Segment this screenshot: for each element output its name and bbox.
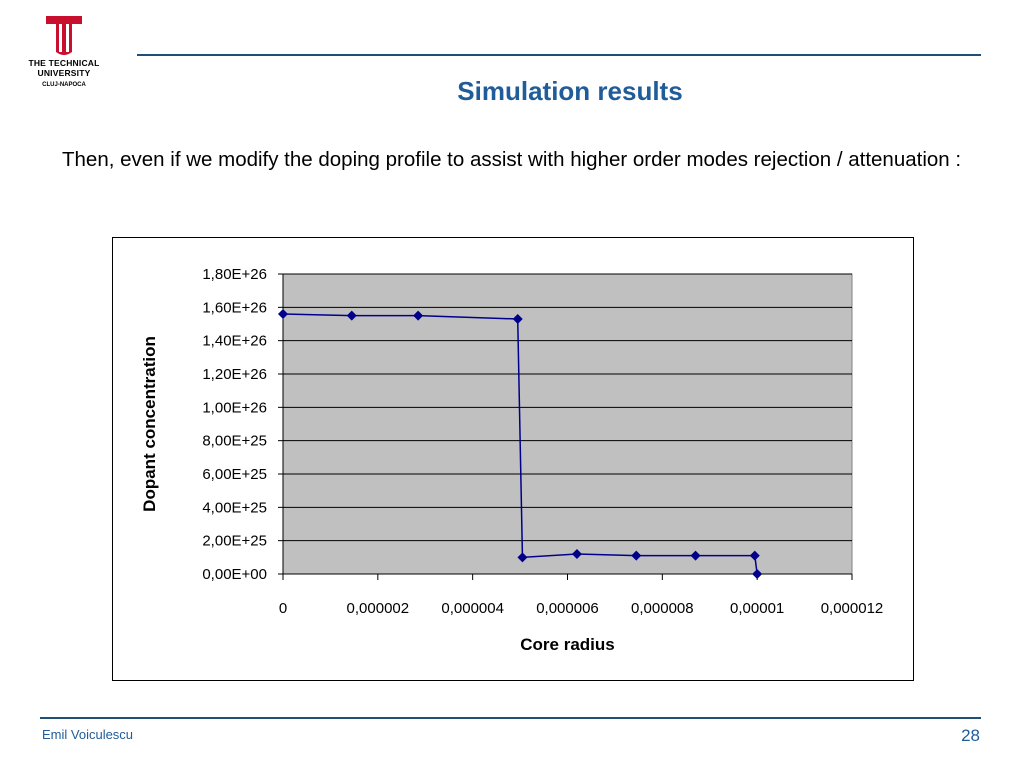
x-tick-label: 0,000008 [631, 600, 694, 617]
slide-body-text: Then, even if we modify the doping profi… [62, 148, 962, 171]
x-tick-label: 0,00001 [730, 600, 784, 617]
data-point [749, 550, 760, 561]
x-tick-label: 0,000004 [441, 600, 504, 617]
series-line [282, 313, 758, 575]
y-tick-label: 1,20E+26 [202, 366, 267, 383]
logo-text-line1: THE TECHNICAL [28, 58, 100, 68]
data-point [690, 550, 701, 561]
footer-divider [40, 717, 981, 719]
page-number: 28 [961, 726, 980, 745]
data-point [413, 310, 424, 321]
y-tick-label: 1,00E+26 [202, 399, 267, 416]
y-tick-label: 1,40E+26 [202, 333, 267, 350]
footer-author: Emil Voiculescu [42, 727, 134, 742]
y-axis-title: Dopant concentration [140, 336, 159, 512]
y-tick-label: 2,00E+25 [202, 533, 267, 550]
emblem-shape-outer [46, 16, 82, 55]
x-tick-label: 0,000012 [821, 600, 884, 617]
x-tick-label: 0 [279, 600, 287, 617]
dopant-concentration-chart: 0,00E+00 2,00E+25 4,00E+25 6,00E+25 8,00E+25… [140, 266, 884, 654]
y-tick-label: 8,00E+25 [202, 433, 267, 450]
y-tick-label: 1,80E+26 [202, 266, 267, 283]
data-point [517, 552, 528, 563]
x-axis-title: Core radius [520, 635, 614, 654]
data-point [278, 309, 288, 319]
data-point [346, 310, 357, 321]
data-point [571, 549, 582, 559]
data-point [752, 569, 763, 579]
university-emblem-icon [46, 16, 82, 55]
y-tick-label: 1,60E+26 [202, 299, 267, 316]
plot-area [282, 273, 853, 575]
logo-text-line3: CLUJ-NAPOCA [42, 82, 86, 88]
logo-text-line2: UNIVERSITY [37, 68, 91, 78]
data-point [631, 550, 642, 561]
emblem-stripe-left [59, 24, 62, 52]
x-tick-label: 0,000006 [536, 600, 599, 617]
x-tick-label: 0,000002 [347, 600, 410, 617]
data-point [512, 314, 523, 324]
header-divider [137, 54, 981, 56]
y-tick-label: 6,00E+25 [202, 466, 267, 483]
slide-title: Simulation results [457, 76, 683, 106]
chart-frame: 0,00E+00 2,00E+25 4,00E+25 6,00E+25 8,00E+25… [112, 237, 914, 681]
y-tick-label: 4,00E+25 [202, 499, 267, 516]
y-tick-label: 0,00E+00 [202, 566, 267, 583]
university-logo: THE TECHNICAL UNIVERSITY CLUJ-NAPOCA [14, 14, 114, 90]
emblem-stripe-right [66, 24, 69, 52]
